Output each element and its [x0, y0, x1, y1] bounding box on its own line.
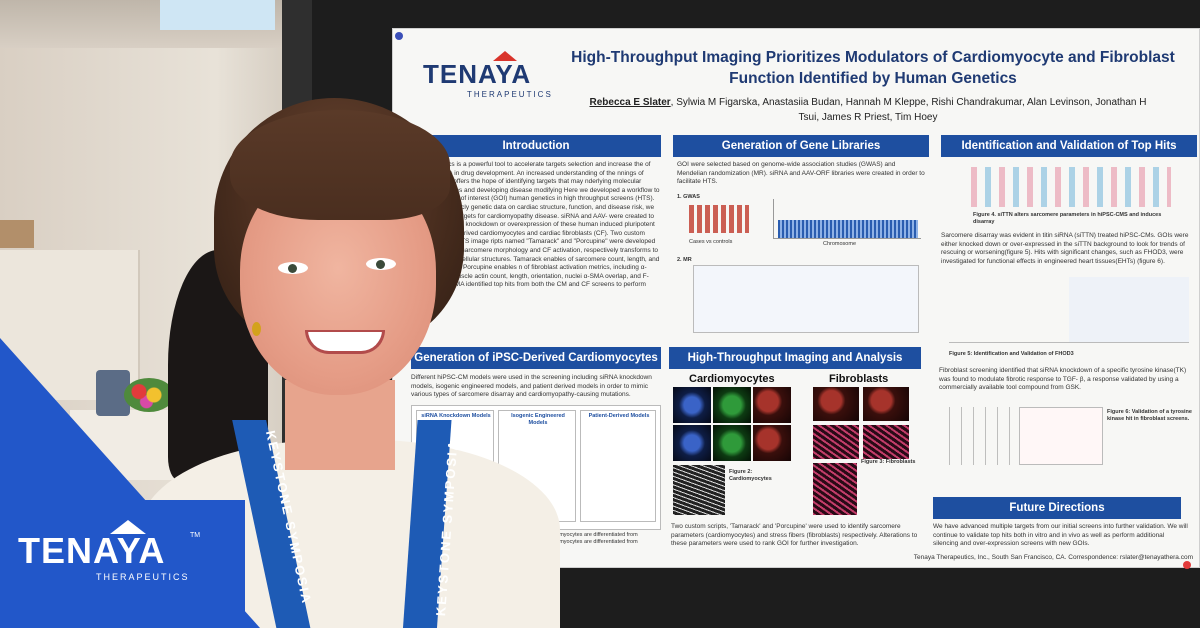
fibro-image — [813, 425, 859, 459]
model-label: Isogenic Engineered Models — [511, 413, 565, 426]
fhod3-plots — [949, 277, 1189, 343]
fibro-stress-fiber-image — [813, 463, 857, 515]
cardio-image — [753, 425, 791, 461]
section-top-hits-header: Identification and Validation of Top Hit… — [941, 135, 1197, 157]
right-eye — [366, 258, 396, 270]
cardio-image — [673, 425, 711, 461]
poster-logo-sub: THERAPEUTICS — [467, 90, 553, 99]
manhattan-plot — [773, 199, 921, 239]
poster: TENAYA THERAPEUTICS High-Throughput Imag… — [392, 28, 1200, 569]
pushpin — [1183, 561, 1191, 569]
section-imaging-header: High-Throughput Imaging and Analysis — [669, 347, 921, 369]
model-label: Patient-Derived Models — [588, 413, 650, 419]
neck — [285, 380, 395, 470]
hair-fringe — [230, 110, 450, 220]
manhattan-bar — [778, 220, 918, 238]
fig6-caption: Figure 6: Validation of a tyrosine kinas… — [1107, 409, 1192, 422]
other-authors: , Sylwia M Figarska, Anastasiia Budan, H… — [670, 97, 1147, 123]
fibro-image — [813, 387, 859, 421]
top-hits-text: Sarcomere disarray was evident in titin … — [941, 232, 1189, 265]
lead-author: Rebecca E Slater — [589, 97, 671, 108]
poster-logo: TENAYA THERAPEUTICS — [423, 51, 553, 99]
poster-title: High-Throughput Imaging Prioritizes Modu… — [571, 49, 1175, 87]
library-diagram — [693, 265, 919, 333]
fig3-caption: Figure 3: Fibroblasts — [861, 459, 916, 465]
violin-plots — [971, 167, 1171, 207]
ipsc-text: Different hiPSC-CM models were used in t… — [411, 374, 652, 399]
model-panel: Patient-Derived Models — [580, 410, 656, 522]
tk-bar-plot — [1019, 407, 1103, 465]
earring — [252, 322, 261, 336]
future-text: We have advanced multiple targets from o… — [933, 523, 1188, 548]
cardio-image — [753, 387, 791, 423]
fig5-caption: Figure 5: Identification and Validation … — [949, 351, 1074, 357]
brand-tm: TM — [190, 532, 201, 539]
introduction-text: Genetics is a powerful tool to accelerat… — [429, 161, 660, 297]
model-label: siRNA Knockdown Models — [421, 413, 491, 419]
fibroblast-text: Fibroblast screening identified that siR… — [939, 367, 1187, 392]
cardio-image — [713, 387, 751, 423]
cases-icon-group — [689, 205, 749, 233]
ipsc-caption: Cardiomyocytes are differentiated from C… — [543, 532, 638, 545]
cardio-sarcomere-image — [673, 465, 725, 515]
section-introduction-header: Introduction — [411, 135, 661, 157]
fig4-caption: Figure 4. siTTN alters sarcomere paramet… — [973, 212, 1162, 225]
fig2-caption: Figure 2: Cardiomyocytes — [729, 469, 772, 482]
cardio-image — [713, 425, 751, 461]
smile — [305, 330, 385, 354]
brand-logo: TENAYA THERAPEUTICS TM — [18, 520, 200, 582]
mr-label: 2. MR — [677, 257, 692, 263]
gene-libraries-text: GOI were selected based on genome-wide a… — [677, 161, 925, 186]
poster-logo-word: TENAYA — [423, 59, 532, 89]
fibro-image — [863, 387, 909, 421]
section-gene-libraries-header: Generation of Gene Libraries — [673, 135, 929, 157]
left-eye — [278, 262, 308, 274]
logo-peak-icon — [493, 51, 517, 61]
cases-label: Cases vs controls — [689, 239, 733, 245]
cardio-image — [673, 387, 711, 423]
section-ipsc-header: Generation of iPSC-Derived Cardiomyocyte… — [411, 347, 661, 369]
gwas-label: 1. GWAS — [677, 194, 700, 200]
pushpin — [395, 32, 403, 40]
brand-sub: THERAPEUTICS — [96, 572, 190, 582]
fibroblasts-label: Fibroblasts — [829, 373, 889, 385]
poster-footer: Tenaya Therapeutics, Inc., South San Fra… — [913, 554, 1193, 561]
brand-peak-icon — [110, 520, 146, 534]
wall-door — [0, 220, 34, 248]
window — [160, 0, 275, 30]
imaging-text: Two custom scripts, 'Tamarack' and 'Porc… — [671, 523, 918, 548]
chromosome-label: Chromosome — [823, 241, 857, 247]
cardiomyocytes-label: Cardiomyocytes — [689, 373, 775, 385]
fibro-image — [863, 425, 909, 459]
brand-word: TENAYA — [18, 530, 166, 571]
section-future-header: Future Directions — [933, 497, 1181, 519]
poster-authors: Rebecca E Slater, Sylwia M Figarska, Ana… — [578, 95, 1158, 125]
